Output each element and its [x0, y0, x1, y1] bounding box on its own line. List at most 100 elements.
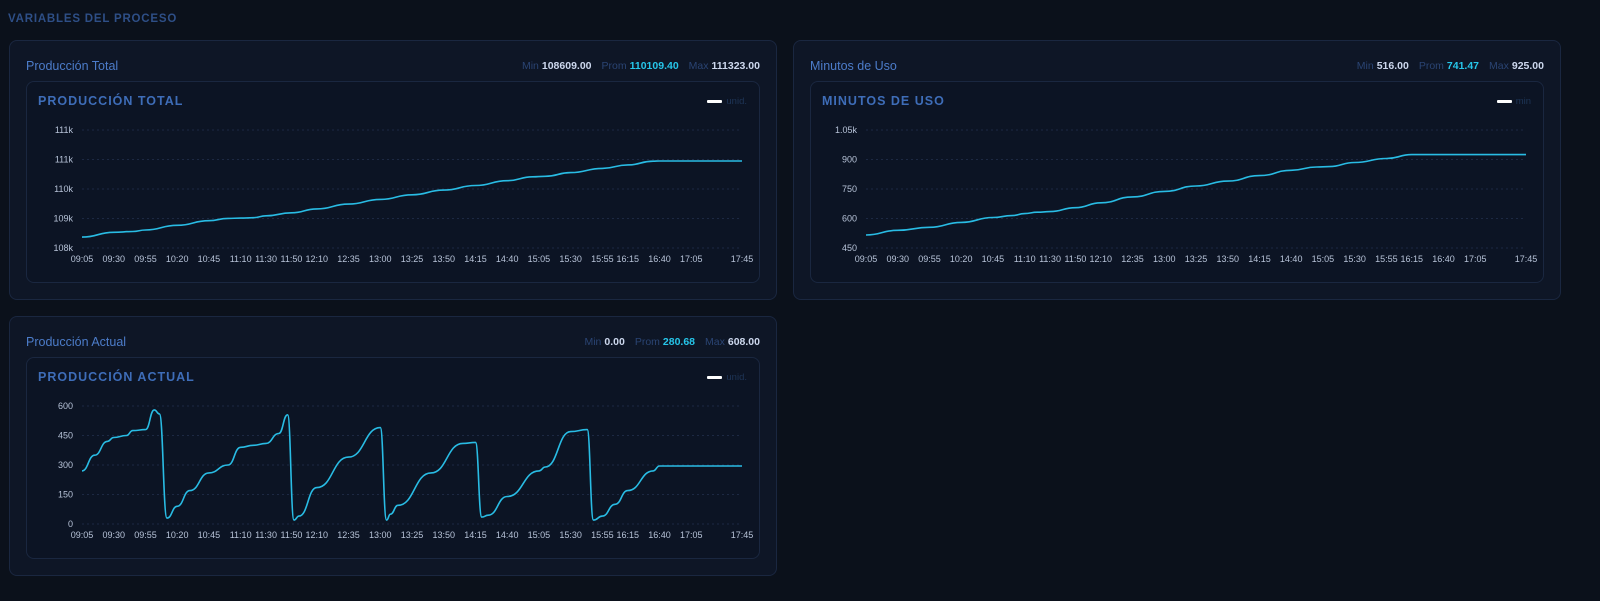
x-tick-label: 13:25 — [1185, 254, 1208, 264]
stat-min: Min 516.00 — [1356, 60, 1409, 72]
x-tick-label: 13:00 — [369, 254, 392, 264]
x-tick-label: 11:10 — [230, 530, 252, 540]
x-tick-label: 14:40 — [496, 530, 519, 540]
y-tick-label: 300 — [58, 460, 73, 470]
legend-swatch — [1496, 100, 1512, 103]
x-tick-label: 13:50 — [432, 530, 455, 540]
x-tick-label: 09:55 — [134, 254, 157, 264]
chart-title: MINUTOS DE USO — [822, 94, 945, 108]
x-tick-label: 10:45 — [982, 254, 1005, 264]
card-stats: Min 108609.00 Prom 110109.40 Max 111323.00 — [522, 60, 760, 72]
chart-title: PRODUCCIÓN TOTAL — [38, 94, 184, 108]
x-tick-label: 09:30 — [102, 530, 125, 540]
line-chart: 0 150 300 450 600 09:05 09:30 09:55 10:20 10:45 11… — [58, 401, 754, 540]
x-tick-label: 12:10 — [1090, 254, 1113, 264]
x-tick-label: 15:05 — [1312, 254, 1335, 264]
y-tick-label: 450 — [842, 243, 857, 253]
x-tick-label: 16:15 — [617, 530, 640, 540]
series-line[interactable] — [81, 409, 742, 521]
x-tick-label: 17:45 — [731, 530, 754, 540]
chart-panel: MINUTOS DE USO min 450 600 750 900 1.05k 09:0… — [810, 81, 1544, 283]
x-tick-label: 15:55 — [591, 254, 614, 264]
x-tick-label: 12:10 — [306, 254, 329, 264]
x-tick-label: 17:45 — [731, 254, 754, 264]
x-tick-label: 10:45 — [198, 530, 221, 540]
x-tick-label: 13:00 — [1153, 254, 1176, 264]
x-tick-label: 10:20 — [166, 530, 189, 540]
chart-panel: PRODUCCIÓN ACTUAL unid. 0 150 300 450 600 09:… — [26, 357, 760, 559]
legend-label: unid. — [726, 372, 747, 383]
legend-label: unid. — [726, 96, 747, 107]
stat-max: Max 608.00 — [705, 336, 760, 348]
x-tick-label: 09:55 — [918, 254, 941, 264]
y-tick-label: 600 — [58, 401, 73, 411]
stat-min: Min 0.00 — [584, 336, 625, 348]
x-tick-label: 10:20 — [166, 254, 189, 264]
y-tick-label: 1.05k — [835, 125, 858, 135]
x-tick-label: 12:35 — [337, 254, 360, 264]
x-tick-label: 14:15 — [464, 254, 487, 264]
x-tick-label: 11:50 — [280, 530, 302, 540]
y-tick-label: 110k — [54, 184, 73, 194]
x-tick-label: 09:55 — [134, 530, 157, 540]
chart-legend[interactable]: unid. — [707, 96, 747, 107]
x-tick-label: 15:05 — [528, 530, 551, 540]
legend-swatch — [707, 100, 723, 103]
x-tick-label: 13:25 — [401, 254, 424, 264]
x-tick-label: 15:55 — [591, 530, 614, 540]
y-tick-label: 109k — [53, 214, 73, 224]
x-tick-label: 17:05 — [680, 530, 703, 540]
y-tick-label: 750 — [842, 184, 857, 194]
card-header: Producción Actual Min 0.00 Prom 280.68 Max… — [26, 333, 760, 351]
x-tick-label: 16:15 — [1401, 254, 1424, 264]
x-tick-label: 13:25 — [401, 530, 424, 540]
x-tick-label: 13:50 — [1216, 254, 1239, 264]
card-stats: Min 0.00 Prom 280.68 Max 608.00 — [584, 336, 760, 348]
card-title: Minutos de Uso — [810, 59, 897, 73]
x-tick-label: 11:30 — [255, 530, 277, 540]
x-tick-label: 11:50 — [1064, 254, 1086, 264]
chart-title: PRODUCCIÓN ACTUAL — [38, 370, 195, 384]
x-tick-label: 17:05 — [1464, 254, 1487, 264]
x-tick-label: 15:55 — [1375, 254, 1398, 264]
x-tick-label: 16:15 — [617, 254, 640, 264]
x-tick-label: 16:40 — [1432, 254, 1455, 264]
y-tick-label: 900 — [842, 155, 857, 165]
card-produccion-total: Producción Total Min 108609.00 Prom 110109… — [9, 40, 777, 300]
y-tick-label: 111k — [55, 155, 74, 165]
stat-avg: Prom 110109.40 — [601, 60, 679, 72]
x-tick-label: 15:30 — [1343, 254, 1366, 264]
x-tick-label: 11:10 — [1014, 254, 1036, 264]
y-tick-label: 108k — [53, 243, 73, 253]
stat-max: Max 111323.00 — [688, 60, 760, 72]
x-tick-label: 11:30 — [255, 254, 277, 264]
y-tick-label: 600 — [842, 214, 857, 224]
x-tick-label: 17:45 — [1515, 254, 1538, 264]
y-tick-label: 450 — [58, 431, 73, 441]
card-minutos-de-uso: Minutos de Uso Min 516.00 Prom 741.47 Max 9… — [793, 40, 1561, 300]
x-tick-label: 09:30 — [102, 254, 125, 264]
x-tick-label: 09:30 — [886, 254, 909, 264]
x-tick-label: 12:35 — [1121, 254, 1144, 264]
x-tick-label: 09:05 — [855, 254, 878, 264]
stat-min: Min 108609.00 — [521, 60, 592, 72]
x-tick-label: 11:10 — [230, 254, 252, 264]
chart-legend[interactable]: unid. — [707, 372, 747, 383]
series-line[interactable] — [865, 153, 1526, 236]
x-tick-label: 12:35 — [337, 530, 360, 540]
legend-swatch — [707, 376, 723, 379]
line-chart: 108k 109k 110k 111k 111k 09:05 09:30 09:55 10:20… — [53, 125, 754, 264]
card-header: Producción Total Min 108609.00 Prom 110109… — [26, 57, 760, 75]
series-line[interactable] — [81, 160, 742, 238]
y-tick-label: 150 — [58, 490, 73, 500]
y-tick-label: 0 — [68, 519, 73, 529]
stat-avg: Prom 741.47 — [1418, 60, 1480, 72]
card-produccion-actual: Producción Actual Min 0.00 Prom 280.68 Max… — [9, 316, 777, 576]
legend-label: min — [1515, 96, 1531, 107]
y-tick-label: 111k — [55, 125, 74, 135]
x-tick-label: 09:05 — [71, 254, 94, 264]
x-tick-label: 11:50 — [280, 254, 302, 264]
chart-legend[interactable]: min — [1496, 96, 1531, 107]
card-title: Producción Actual — [26, 335, 127, 349]
x-tick-label: 10:20 — [950, 254, 973, 264]
